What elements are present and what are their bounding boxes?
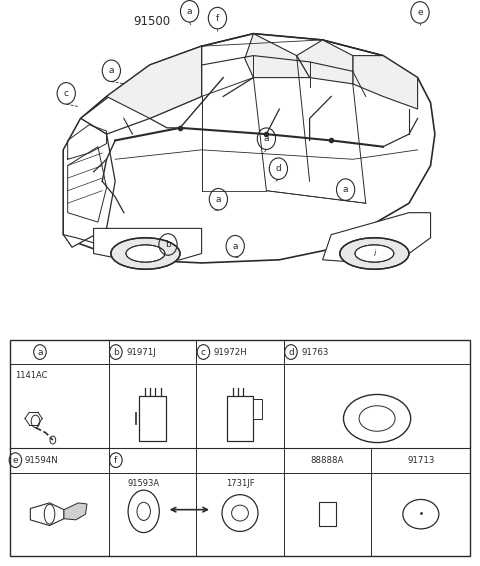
Text: 91763: 91763 [301,348,329,357]
Ellipse shape [126,245,165,262]
Text: 91500: 91500 [133,15,170,28]
Text: a: a [187,7,192,16]
Text: c: c [201,348,206,357]
Ellipse shape [340,238,409,269]
Text: 1141AC: 1141AC [15,371,48,380]
Text: a: a [232,242,238,251]
Text: 91713: 91713 [407,456,434,465]
Polygon shape [323,213,431,263]
Text: 91972H: 91972H [214,348,248,357]
Polygon shape [81,46,202,134]
Text: 88888A: 88888A [311,456,344,465]
Ellipse shape [222,495,258,531]
Text: 1731JF: 1731JF [226,479,254,488]
Text: d: d [276,164,281,173]
Polygon shape [353,55,418,109]
Polygon shape [94,228,202,263]
Text: a: a [343,185,348,194]
Bar [227,396,253,440]
Ellipse shape [128,490,159,533]
Text: a: a [264,134,269,143]
Bar [319,502,336,526]
Text: a: a [216,195,221,204]
Text: f: f [216,14,219,23]
Ellipse shape [137,502,150,520]
Bar [253,398,263,418]
Text: e: e [12,456,18,465]
Ellipse shape [344,395,411,443]
Polygon shape [30,503,64,525]
Text: c: c [64,89,69,98]
Ellipse shape [355,245,394,262]
Text: b: b [165,240,171,249]
Text: 91971J: 91971J [126,348,156,357]
Bar [10,340,470,556]
Ellipse shape [359,406,395,431]
Polygon shape [63,33,435,263]
Text: a: a [37,348,43,357]
Text: f: f [114,456,118,465]
Text: d: d [288,348,294,357]
Text: e: e [417,8,423,17]
Text: 91594N: 91594N [25,456,59,465]
Polygon shape [297,40,353,84]
Ellipse shape [231,505,249,521]
Text: b: b [113,348,119,357]
Text: a: a [108,66,114,75]
Polygon shape [64,503,87,520]
Polygon shape [63,118,115,247]
Bar [139,396,166,441]
Ellipse shape [111,238,180,269]
Polygon shape [245,33,310,78]
Polygon shape [107,46,202,118]
Text: i: i [373,249,375,258]
Ellipse shape [403,499,439,529]
Text: 91593A: 91593A [128,479,160,488]
